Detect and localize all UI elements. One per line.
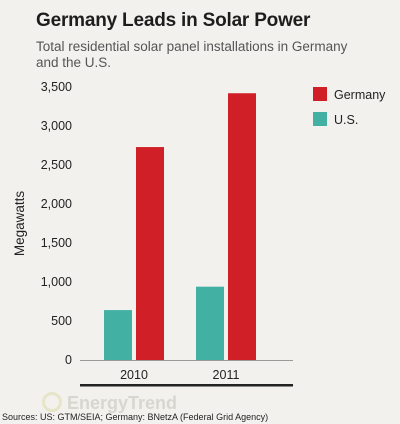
bars <box>104 93 256 361</box>
bar-germany-2011 <box>228 93 256 361</box>
y-tick-label: 0 <box>65 353 72 367</box>
source-note: Sources: US: GTM/SEIA; Germany: BNetzA (… <box>2 412 269 422</box>
legend-swatch <box>313 87 327 101</box>
y-tick-label: 3,000 <box>41 119 72 133</box>
x-tick-label: 2010 <box>120 368 148 382</box>
y-tick-label: 1,000 <box>41 275 72 289</box>
bar-us-2011 <box>196 286 224 360</box>
y-tick-label: 1,500 <box>41 236 72 250</box>
x-axis-rule <box>80 384 293 387</box>
energytrend-watermark: EnergyTrend <box>42 392 177 414</box>
legend: Germany U.S. <box>313 87 386 127</box>
y-axis: 0 500 1,000 1,500 2,000 2,500 3,000 3,500 Megawa… <box>12 80 72 367</box>
y-tick-label: 3,500 <box>41 80 72 94</box>
x-tick-label: 2011 <box>213 368 240 382</box>
watermark-text: EnergyTrend <box>67 393 178 413</box>
y-axis-label: Megawatts <box>12 191 27 257</box>
y-tick-label: 2,500 <box>41 158 72 172</box>
chart-title: Germany Leads in Solar Power <box>36 10 311 31</box>
legend-swatch <box>313 112 327 126</box>
y-tick-label: 500 <box>51 314 72 328</box>
bar-germany-2010 <box>136 147 164 360</box>
legend-label: U.S. <box>334 113 358 127</box>
watermark-logo-icon <box>42 392 62 412</box>
bar-us-2010 <box>104 310 132 360</box>
legend-label: Germany <box>334 88 386 102</box>
chart-subtitle: Total residential solar panel installati… <box>36 39 348 70</box>
y-tick-label: 2,000 <box>41 197 72 211</box>
x-axis: 2010 2011 <box>80 360 293 387</box>
